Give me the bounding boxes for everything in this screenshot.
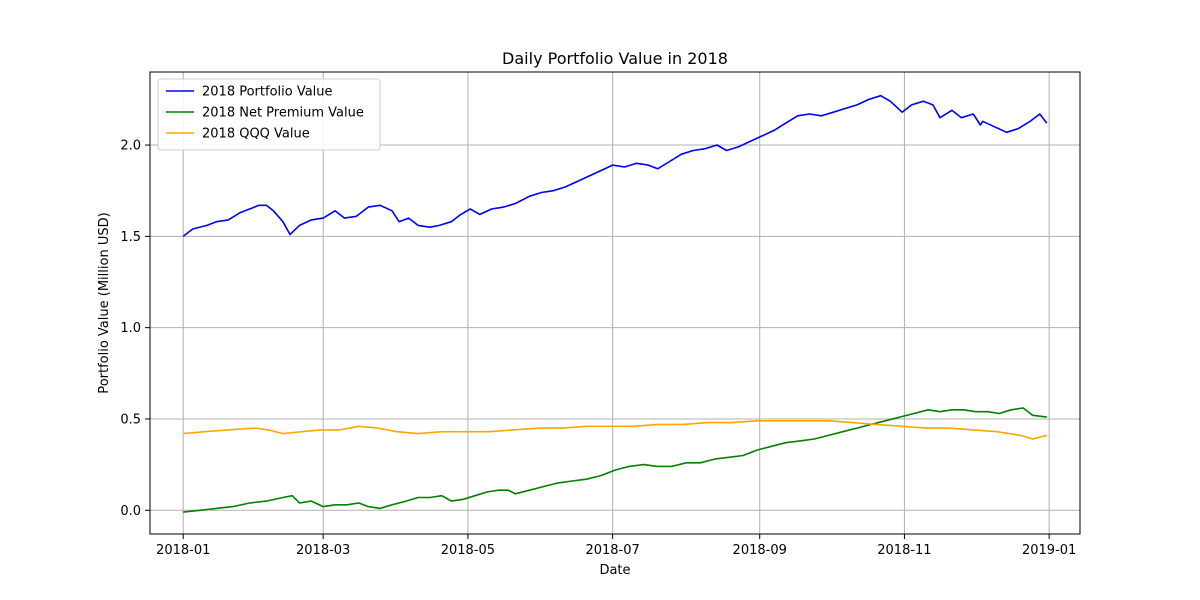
x-tick-label: 2018-11 (877, 543, 931, 558)
x-tick-label: 2018-03 (296, 543, 350, 558)
x-tick-label: 2018-05 (441, 543, 495, 558)
series-lines (182, 94, 1048, 513)
legend-entry-label: 2018 QQQ Value (202, 127, 310, 142)
x-tick-label: 2018-09 (733, 543, 787, 558)
legend: 2018 Portfolio Value 2018 Net Premium Val… (157, 78, 381, 151)
series-line-1 (182, 94, 1048, 237)
x-tick-label: 2018-07 (585, 543, 639, 558)
y-tick-label: 2.0 (120, 139, 141, 154)
x-axis: 2018-01 2018-03 2018-05 2018-07 2018-09 2018-… (156, 534, 1076, 558)
x-tick-label: 2019-01 (1022, 543, 1076, 558)
y-axis-label: Portfolio Value (Million USD) (97, 212, 112, 393)
y-axis: 0.0 0.5 1.0 1.5 2.0 (120, 139, 150, 519)
y-tick-label: 0.0 (120, 504, 141, 519)
y-tick-label: 1.5 (120, 230, 141, 245)
legend-entry-label: 2018 Portfolio Value (202, 85, 333, 100)
x-axis-label: Date (599, 563, 630, 578)
y-tick-label: 1.0 (120, 321, 141, 336)
series-line-3 (183, 420, 1047, 440)
x-tick-label: 2018-01 (156, 543, 210, 558)
chart-title: Daily Portfolio Value in 2018 (502, 49, 728, 68)
y-tick-label: 0.5 (120, 412, 141, 427)
series-line-2 (183, 407, 1047, 513)
legend-box (157, 78, 381, 151)
plot-frame (149, 71, 1081, 535)
legend-entry-label: 2018 Net Premium Value (202, 106, 364, 121)
